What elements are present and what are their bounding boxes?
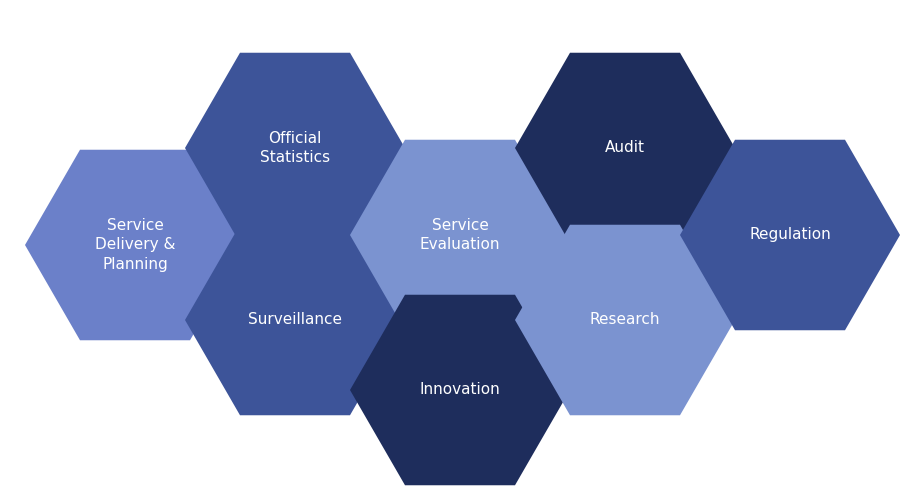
- Text: Innovation: Innovation: [419, 382, 500, 398]
- Text: Service
Delivery &
Planning: Service Delivery & Planning: [95, 218, 175, 272]
- Polygon shape: [515, 52, 734, 244]
- Polygon shape: [185, 224, 405, 416]
- Text: Audit: Audit: [604, 140, 644, 156]
- Text: Service
Evaluation: Service Evaluation: [419, 218, 499, 252]
- Polygon shape: [515, 224, 734, 416]
- Text: Regulation: Regulation: [749, 228, 830, 242]
- Polygon shape: [25, 150, 245, 340]
- Polygon shape: [185, 52, 405, 244]
- Polygon shape: [349, 140, 570, 330]
- Text: Surveillance: Surveillance: [247, 312, 341, 328]
- Polygon shape: [349, 294, 570, 486]
- Polygon shape: [679, 140, 899, 330]
- Text: Research: Research: [589, 312, 659, 328]
- Text: Official
Statistics: Official Statistics: [260, 130, 330, 166]
